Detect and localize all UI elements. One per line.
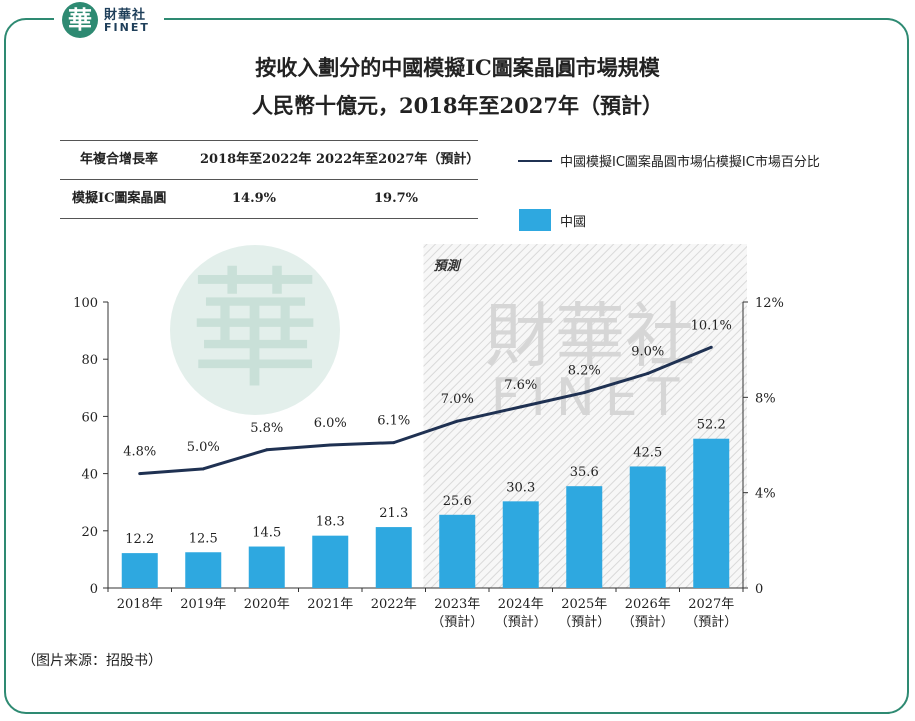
line-value-label: 10.1% [691, 318, 732, 333]
line-value-label: 7.0% [441, 392, 474, 407]
bar [121, 553, 158, 588]
bar [185, 552, 222, 588]
bar-value-label: 12.5 [189, 531, 218, 546]
x-tick-label: 2025年 [561, 597, 607, 612]
cagr-period-1: 2018年至2022年 [200, 152, 312, 167]
bar-value-label: 21.3 [379, 506, 408, 521]
cagr-value-1: 14.9% [232, 191, 277, 206]
y-left-tick-label: 100 [73, 296, 98, 311]
y-right-tick-label: 0 [755, 582, 763, 597]
bar [439, 514, 476, 588]
x-tick-label: 2022年 [371, 597, 417, 612]
x-tick-sublabel: （預計） [431, 614, 483, 630]
line-value-label: 4.8% [123, 445, 156, 460]
watermark-cn: 財華社 [485, 295, 695, 377]
logo-icon: 華 [62, 2, 98, 38]
line-point [582, 391, 586, 395]
bar [693, 438, 730, 588]
bar [566, 486, 603, 588]
bar-value-label: 12.2 [125, 532, 154, 547]
brand-logo: 華 財華社 FINET [54, 0, 164, 40]
line-value-label: 9.0% [631, 345, 664, 360]
bar-value-label: 52.2 [697, 418, 726, 433]
bar-value-label: 35.6 [570, 465, 599, 480]
line-point [265, 448, 269, 452]
x-tick-label: 2026年 [625, 597, 671, 612]
bar [502, 501, 539, 588]
line-value-label: 5.8% [250, 421, 283, 436]
bar-value-label: 14.5 [252, 526, 281, 541]
cagr-header-label: 年複合增長率 [80, 152, 159, 167]
line-point [455, 419, 459, 423]
y-left-tick-label: 0 [90, 582, 98, 597]
brand-name-cn: 財華社 [104, 8, 147, 23]
line-value-label: 7.6% [504, 378, 537, 393]
cagr-row-label: 模擬IC圖案晶圓 [72, 191, 167, 206]
y-right-tick-label: 12% [755, 296, 784, 311]
x-tick-label: 2018年 [117, 597, 163, 612]
chart-title: 按收入劃分的中國模擬IC圖案晶圓市場規模 [255, 55, 660, 80]
line-point [392, 441, 396, 445]
cagr-value-row: 模擬IC圖案晶圓 14.9% 19.7% [60, 179, 478, 219]
source-note: （图片来源：招股书） [22, 653, 162, 669]
legend-line-label: 中國模擬IC圖案晶圓市場佔模擬IC市場百分比 [560, 155, 820, 170]
watermark-en: FINET [491, 368, 690, 428]
legend-bar-label: 中國 [560, 215, 587, 230]
y-left-tick-label: 20 [81, 525, 98, 540]
line-point [201, 467, 205, 471]
y-left-tick-label: 80 [81, 353, 98, 368]
bar-value-label: 25.6 [443, 494, 472, 509]
legend-line-swatch [518, 160, 552, 162]
bar-value-label: 30.3 [506, 480, 535, 495]
line-point [646, 372, 650, 375]
bar-value-label: 42.5 [633, 445, 662, 460]
x-tick-sublabel: （預計） [685, 614, 737, 630]
line-point [328, 443, 332, 447]
x-tick-sublabel: （預計） [622, 614, 674, 630]
brand-name-en: FINET [104, 21, 150, 34]
line-value-label: 6.1% [377, 414, 410, 429]
watermark-char: 華 [190, 254, 320, 406]
line-point [709, 345, 713, 349]
y-right-tick-label: 4% [755, 487, 776, 502]
x-tick-label: 2019年 [180, 597, 226, 612]
bar [629, 466, 666, 588]
line-point [138, 472, 142, 476]
x-tick-label: 2027年 [688, 597, 734, 612]
line-value-label: 8.2% [568, 364, 601, 379]
x-tick-sublabel: （預計） [558, 614, 610, 630]
cagr-period-2: 2022年至2027年（預計） [316, 152, 480, 167]
y-left-tick-label: 60 [81, 410, 98, 425]
watermark-circle [170, 245, 340, 415]
cagr-value-2: 19.7% [374, 191, 419, 206]
bar [248, 546, 285, 588]
line-point [519, 405, 523, 409]
line-series [139, 345, 712, 476]
chart-subtitle: 人民幣十億元，2018年至2027年（預計） [252, 93, 663, 118]
y-left-tick-label: 40 [81, 468, 98, 483]
line-value-label: 6.0% [314, 416, 347, 431]
bar-value-label: 18.3 [316, 515, 345, 530]
x-tick-label: 2020年 [244, 597, 290, 612]
x-tick-sublabel: （預計） [495, 614, 547, 630]
bar [312, 535, 349, 588]
x-tick-label: 2024年 [498, 597, 544, 612]
cagr-header-row: 年複合增長率 2018年至2022年 2022年至2027年（預計） [60, 140, 480, 179]
y-right-tick-label: 8% [755, 391, 776, 406]
x-tick-label: 2021年 [307, 597, 353, 612]
card-frame [4, 18, 909, 714]
x-tick-label: 2023年 [434, 597, 480, 612]
bar [375, 527, 412, 588]
cagr-table: 年複合增長率 2018年至2022年 2022年至2027年（預計） 模擬IC圖… [60, 140, 480, 219]
line-value-label: 5.0% [187, 440, 220, 455]
forecast-label: 預測 [434, 258, 463, 274]
watermark: 華 財華社 FINET [170, 245, 695, 428]
legend-bar-swatch [519, 209, 551, 231]
